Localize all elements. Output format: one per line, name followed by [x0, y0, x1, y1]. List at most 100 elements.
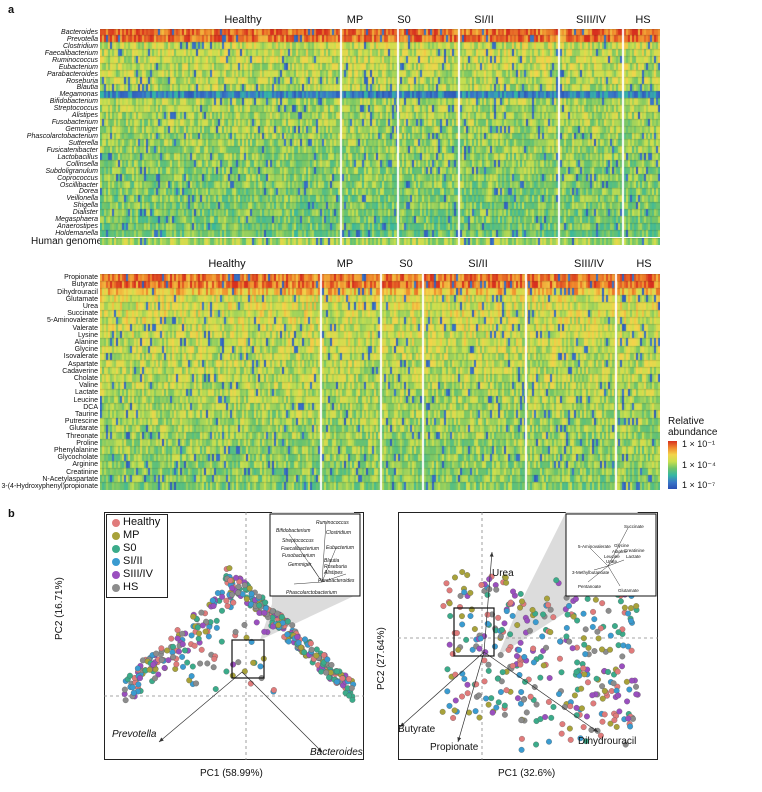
arrow-label-urea: Urea [492, 568, 514, 579]
sample-point [489, 709, 496, 716]
sample-point [599, 718, 606, 725]
sample-point [599, 600, 606, 607]
sample-point [605, 669, 611, 675]
sample-point [550, 704, 557, 710]
panel-b-letter: b [8, 508, 15, 520]
sample-point [607, 646, 613, 653]
sample-point [308, 646, 315, 653]
sample-point [591, 648, 598, 654]
sample-point [284, 631, 291, 638]
sample-point [590, 608, 597, 615]
sample-point [533, 741, 540, 748]
sample-point [626, 686, 633, 693]
sample-point [446, 587, 453, 594]
sample-point [485, 661, 492, 668]
sample-point [625, 715, 632, 722]
sample-point [572, 596, 579, 602]
sample-point [605, 607, 612, 614]
sample-point [559, 721, 566, 728]
row-label: 3-(4-Hydroxyphenyl)propionate [1, 482, 99, 490]
sample-point [232, 628, 239, 635]
sample-point [501, 702, 508, 709]
sample-point [553, 577, 560, 584]
sample-point [224, 603, 231, 609]
sample-point [507, 631, 514, 638]
sample-point [153, 650, 160, 657]
sample-point [584, 679, 591, 686]
sample-point [203, 618, 210, 625]
inset-arrow [589, 547, 609, 567]
sample-point [595, 635, 602, 642]
sample-point [621, 604, 628, 611]
sample-point [444, 666, 451, 673]
sample-point [523, 709, 530, 716]
group-label: HS [635, 14, 651, 26]
row-label: Succinate [67, 310, 98, 318]
sample-point [461, 589, 468, 596]
sample-point [246, 585, 253, 592]
zoom-box [453, 607, 495, 657]
right-pca-frame [398, 512, 658, 760]
sample-point [597, 732, 604, 739]
panel-a-letter: a [8, 4, 15, 16]
sample-point [497, 633, 504, 640]
sample-point [588, 726, 595, 733]
arrow-label-butyrate: Butyrate [398, 724, 436, 735]
sample-point [230, 599, 237, 606]
sample-point [548, 714, 555, 721]
sample-point [301, 649, 308, 656]
row-label: N-Acetylaspartate [42, 475, 98, 483]
sample-point [620, 642, 627, 649]
sample-point [346, 692, 353, 699]
sample-point [486, 576, 493, 583]
sample-point [464, 690, 471, 697]
sample-point [270, 687, 277, 693]
group-label: Healthy [224, 14, 262, 26]
sample-point [461, 675, 468, 682]
sample-point [289, 622, 296, 629]
sample-point [475, 692, 482, 699]
sample-point [476, 645, 483, 652]
sample-point [628, 605, 634, 612]
sample-point [275, 622, 282, 629]
legend-dot-siii-iv [112, 571, 120, 579]
row-label: Oscillibacter [59, 181, 98, 189]
sample-point [323, 669, 330, 676]
inset-left-blautia: Blautia [324, 558, 340, 564]
row-label: Bacteroides [61, 28, 98, 36]
colorbar-title-line2: abundance [668, 427, 718, 438]
sample-point [524, 617, 531, 624]
row-label: Isovalerate [63, 353, 98, 361]
sample-point [497, 689, 504, 695]
sample-point [546, 675, 553, 681]
sample-point [235, 583, 242, 590]
sample-point [580, 724, 587, 731]
sample-point [484, 591, 491, 598]
sample-point [564, 611, 571, 618]
loading-arrowhead [593, 727, 598, 732]
row-label: Taurine [75, 410, 98, 418]
row-label: Propionate [64, 274, 98, 282]
sample-point [628, 677, 635, 684]
row-label: Holdemanella [55, 230, 98, 238]
inset-arrow [587, 565, 609, 583]
inset-right-glycine: Glycine [614, 543, 630, 548]
sample-point [589, 623, 596, 630]
sample-point [318, 668, 325, 675]
inset-arrow [593, 565, 609, 571]
zoom-box [231, 639, 265, 679]
sample-point [173, 661, 180, 668]
inset-arrow [308, 561, 323, 583]
sample-point [569, 645, 576, 652]
sample-point [494, 675, 501, 682]
sample-point [583, 713, 590, 720]
sample-point [241, 582, 248, 589]
sample-point [226, 565, 233, 572]
row-label: Creatinine [66, 468, 98, 476]
sample-point [440, 603, 447, 609]
sample-point [545, 602, 552, 608]
row-label: Faecalibacterium [44, 49, 98, 57]
sample-point [518, 598, 525, 605]
sample-point [628, 647, 635, 654]
sample-point [202, 628, 209, 635]
